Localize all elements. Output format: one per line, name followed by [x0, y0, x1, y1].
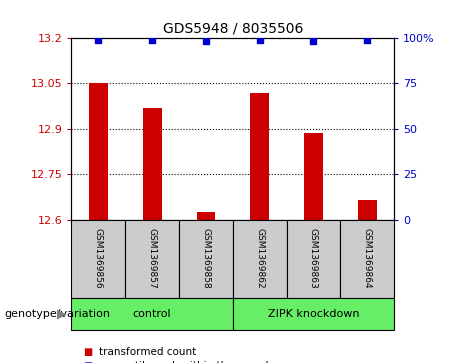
Text: GSM1369863: GSM1369863 — [309, 228, 318, 289]
Text: ■: ■ — [83, 347, 92, 357]
Title: GDS5948 / 8035506: GDS5948 / 8035506 — [163, 21, 303, 36]
Text: percentile rank within the sample: percentile rank within the sample — [99, 360, 275, 363]
Bar — [304, 133, 323, 220]
Bar — [358, 200, 377, 220]
Text: ▶: ▶ — [57, 307, 67, 321]
Text: GSM1369862: GSM1369862 — [255, 228, 264, 289]
Text: control: control — [133, 309, 171, 319]
Bar — [89, 83, 108, 220]
Text: transformed count: transformed count — [99, 347, 196, 357]
Bar — [196, 212, 215, 220]
Text: ZIPK knockdown: ZIPK knockdown — [268, 309, 359, 319]
Text: GSM1369857: GSM1369857 — [148, 228, 157, 289]
Text: GSM1369858: GSM1369858 — [201, 228, 210, 289]
Text: ■: ■ — [83, 360, 92, 363]
Text: GSM1369864: GSM1369864 — [363, 228, 372, 289]
Bar — [250, 93, 269, 220]
Bar — [143, 108, 161, 220]
Text: genotype/variation: genotype/variation — [5, 309, 111, 319]
Text: GSM1369856: GSM1369856 — [94, 228, 103, 289]
